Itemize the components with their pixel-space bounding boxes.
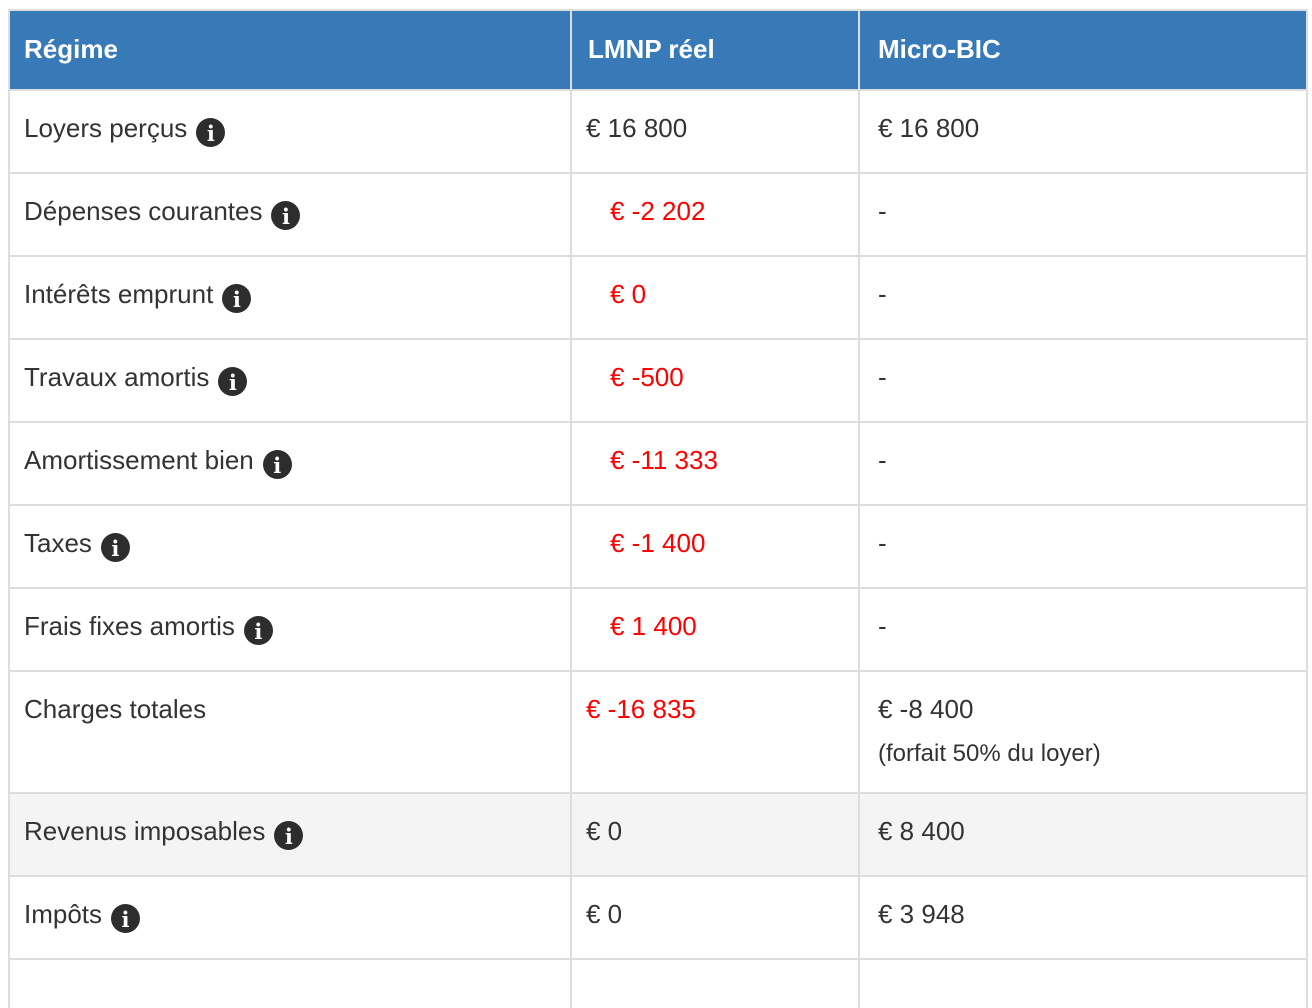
- row-label-cell: Loyers perçus i: [8, 89, 572, 174]
- micro-value: € 8 400: [878, 816, 965, 846]
- lmnp-value: € -11 333: [610, 445, 718, 475]
- lmnp-value-cell: € 1 400: [570, 587, 860, 672]
- lmnp-value: € 0: [586, 816, 623, 846]
- micro-value-cell: -: [858, 338, 1308, 423]
- lmnp-value: € -16 835: [586, 694, 696, 724]
- table-body: Loyers perçus i € 16 800 € 16 800 Dépense…: [8, 89, 1308, 1008]
- info-icon[interactable]: i: [222, 284, 252, 313]
- table-header: Régime LMNP réel Micro-BIC: [8, 9, 1308, 91]
- row-label-cell: Taxes i: [8, 504, 572, 589]
- micro-value-cell: -: [858, 421, 1308, 506]
- header-row: Régime LMNP réel Micro-BIC: [8, 9, 1308, 91]
- table-row: Amortissement bien i € -11 333 -: [8, 421, 1308, 506]
- table-row: [8, 958, 1308, 1008]
- lmnp-value: € -2 202: [610, 196, 706, 226]
- row-label: Intérêts emprunt: [24, 279, 214, 309]
- row-label: Charges totales: [24, 694, 207, 724]
- micro-value: -: [878, 528, 887, 558]
- lmnp-value-cell: € 0: [570, 255, 860, 340]
- lmnp-value: € -500: [610, 362, 684, 392]
- row-label-cell: Revenus imposables i: [8, 792, 572, 877]
- lmnp-value: € 0: [610, 279, 647, 309]
- micro-value-cell: € 16 800: [858, 89, 1308, 174]
- table-row: Frais fixes amortis i € 1 400 -: [8, 587, 1308, 672]
- table-row: Taxes i € -1 400 -: [8, 504, 1308, 589]
- lmnp-value-cell: € 0: [570, 792, 860, 877]
- row-label-cell: Travaux amortis i: [8, 338, 572, 423]
- row-label: Taxes: [24, 528, 92, 558]
- row-label: Revenus imposables: [24, 816, 266, 846]
- table-row: Impôts i € 0 € 3 948: [8, 875, 1308, 960]
- micro-value-cell: € 3 948: [858, 875, 1308, 960]
- lmnp-value-cell: € -500: [570, 338, 860, 423]
- lmnp-value: € 16 800: [586, 113, 688, 143]
- info-icon[interactable]: i: [274, 821, 304, 850]
- row-label: Loyers perçus: [24, 113, 188, 143]
- micro-value-cell: -: [858, 587, 1308, 672]
- row-label-cell: [8, 958, 572, 1008]
- info-icon[interactable]: i: [111, 904, 141, 933]
- row-label-cell: Impôts i: [8, 875, 572, 960]
- info-icon[interactable]: i: [262, 450, 292, 479]
- row-label-cell: Dépenses courantes i: [8, 172, 572, 257]
- lmnp-value-cell: € -16 835: [570, 670, 860, 794]
- row-label: Amortissement bien: [24, 445, 254, 475]
- row-label: Travaux amortis: [24, 362, 210, 392]
- lmnp-value-cell: € -11 333: [570, 421, 860, 506]
- micro-value-cell: -: [858, 172, 1308, 257]
- row-label: Impôts: [24, 899, 103, 929]
- table-row: Intérêts emprunt i € 0 -: [8, 255, 1308, 340]
- info-icon[interactable]: i: [218, 367, 248, 396]
- lmnp-value-cell: [570, 958, 860, 1008]
- micro-value-cell: € -8 400 (forfait 50% du loyer): [858, 670, 1308, 794]
- table-row: Charges totales € -16 835 € -8 400 (forfa…: [8, 670, 1308, 794]
- micro-value: -: [878, 196, 887, 226]
- micro-note: (forfait 50% du loyer): [878, 740, 1101, 767]
- table-row: Revenus imposables i € 0 € 8 400: [8, 792, 1308, 877]
- lmnp-value: € 0: [586, 899, 623, 929]
- row-label: Dépenses courantes: [24, 196, 263, 226]
- lmnp-value-cell: € -2 202: [570, 172, 860, 257]
- micro-value-cell: [858, 958, 1308, 1008]
- comparison-table: Régime LMNP réel Micro-BIC Loyers perçus…: [8, 9, 1308, 1008]
- row-label: Frais fixes amortis: [24, 611, 235, 641]
- table-row: Loyers perçus i € 16 800 € 16 800: [8, 89, 1308, 174]
- micro-value-cell: -: [858, 255, 1308, 340]
- row-label-cell: Frais fixes amortis i: [8, 587, 572, 672]
- info-icon[interactable]: i: [243, 616, 273, 645]
- table-row: Dépenses courantes i € -2 202 -: [8, 172, 1308, 257]
- lmnp-value-cell: € 16 800: [570, 89, 860, 174]
- regime-comparison-table: Régime LMNP réel Micro-BIC Loyers perçus…: [8, 9, 1308, 1008]
- micro-value: € -8 400: [878, 694, 974, 724]
- micro-value: € 16 800: [878, 113, 980, 143]
- lmnp-value: € -1 400: [610, 528, 706, 558]
- micro-value: € 3 948: [878, 899, 965, 929]
- lmnp-value: € 1 400: [610, 611, 697, 641]
- micro-value-cell: -: [858, 504, 1308, 589]
- lmnp-value-cell: € -1 400: [570, 504, 860, 589]
- info-icon[interactable]: i: [196, 118, 226, 147]
- micro-value-cell: € 8 400: [858, 792, 1308, 877]
- row-label-cell: Intérêts emprunt i: [8, 255, 572, 340]
- lmnp-value-cell: € 0: [570, 875, 860, 960]
- info-icon[interactable]: i: [100, 533, 130, 562]
- micro-value: -: [878, 279, 887, 309]
- column-header-micro-bic: Micro-BIC: [858, 9, 1308, 91]
- column-header-regime: Régime: [8, 9, 572, 91]
- micro-value: -: [878, 445, 887, 475]
- info-icon[interactable]: i: [271, 201, 301, 230]
- table-row: Travaux amortis i € -500 -: [8, 338, 1308, 423]
- column-header-lmnp-reel: LMNP réel: [570, 9, 860, 91]
- micro-value: -: [878, 362, 887, 392]
- row-label-cell: Amortissement bien i: [8, 421, 572, 506]
- micro-value: -: [878, 611, 887, 641]
- row-label-cell: Charges totales: [8, 670, 572, 794]
